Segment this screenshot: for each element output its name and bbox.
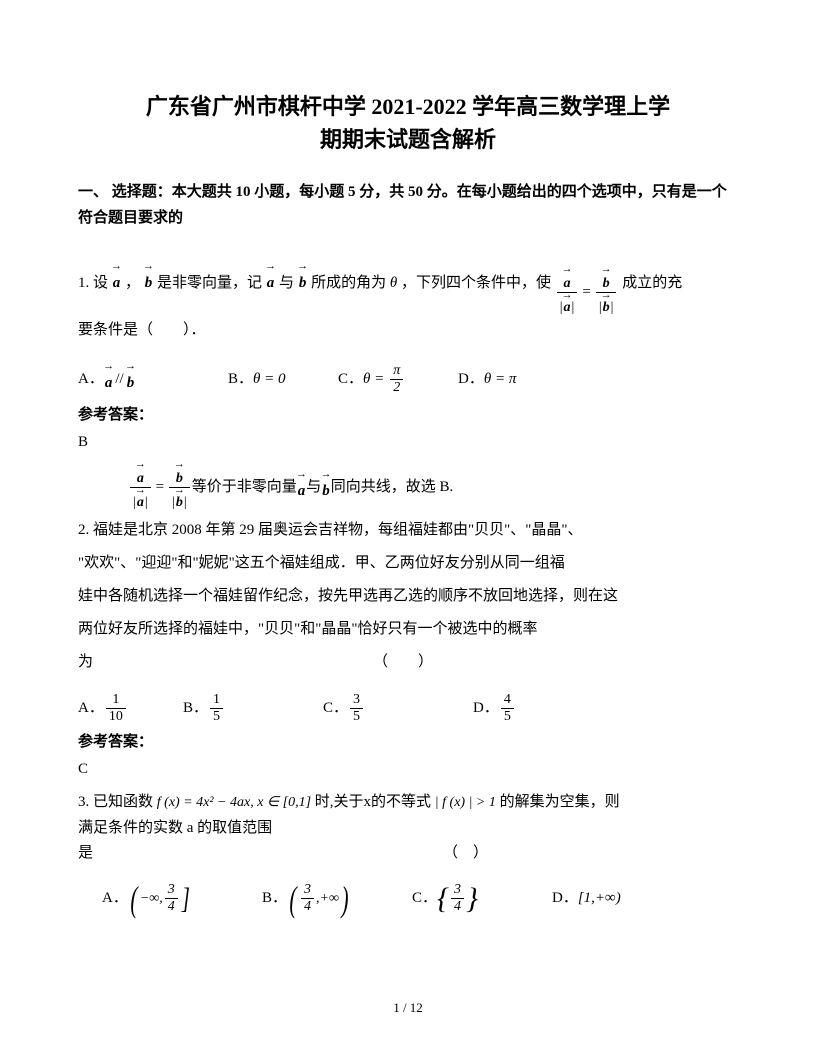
q1-text: 是非零向量，记 <box>157 275 262 291</box>
section-header: 一、 选择题：本大题共 10 小题，每小题 5 分，共 50 分。在每小题给出的… <box>78 180 738 231</box>
q1-option-c: C． θ =π2 <box>338 364 458 395</box>
vector-b-icon: b <box>322 467 330 506</box>
unit-vector-equation: a|a| = b|b| <box>555 268 619 315</box>
q1-options: A． a//b B． θ = 0 C． θ =π2 D． θ = π <box>78 361 738 397</box>
q3-line3-pre: 是 <box>78 841 93 867</box>
vector-a-icon: a <box>105 361 113 397</box>
q2-line3: 娃中各随机选择一个福娃留作纪念，按先甲选再乙选的顺序不放回地选择，则在这 <box>78 580 738 613</box>
q2-line5-paren: （ ） <box>373 646 433 679</box>
q3-pre: 3. 已知函数 <box>78 794 153 810</box>
q1-text: 所成的角为 <box>311 275 386 291</box>
q1-text: 1. 设 <box>78 275 108 291</box>
q1-text: 与 <box>279 275 294 291</box>
q3-mid1: 时,关于x的不等式 <box>315 794 431 810</box>
q2-line4: 两位好友所选择的福娃中，"贝贝"和"晶晶"恰好只有一个被选中的概率 <box>78 613 738 646</box>
page-footer: 1 / 12 <box>0 1000 816 1016</box>
q1-explanation: a|a| = b|b| 等价于非零向量 a 与 b 同向共线，故选 B. <box>78 463 738 510</box>
option-d-math: θ = π <box>484 366 517 393</box>
q2-option-b: B． 15 <box>183 693 323 724</box>
option-b-math: θ = 0 <box>253 366 286 393</box>
q2-option-a: A． 110 <box>78 693 183 724</box>
q2-answer: C <box>78 761 738 778</box>
q3-option-c: C． { 34 } <box>412 883 552 914</box>
title-line-1: 广东省广州市棋杆中学 2021-2022 学年高三数学理上学 <box>146 94 670 119</box>
q3-option-d: D． [1,+∞) <box>552 885 621 912</box>
q2-option-c: C． 35 <box>323 693 473 724</box>
q2-line1: 2. 福娃是北京 2008 年第 29 届奥运会吉祥物，每组福娃都由"贝贝"、"… <box>78 514 738 547</box>
q3-options: A． (−∞, 34 ] B． ( 34 ,+∞) C． { 34 } D． [… <box>78 881 738 917</box>
q3-fn: f (x) = 4x² − 4ax, x ∈ [0,1] <box>157 795 311 810</box>
page-title: 广东省广州市棋杆中学 2021-2022 学年高三数学理上学 期期末试题含解析 <box>78 90 738 156</box>
q1-answer: B <box>78 434 738 451</box>
q1-text: ，下列四个条件中，使 <box>401 275 551 291</box>
q2-answer-label: 参考答案： <box>78 730 738 751</box>
q1-option-d: D． θ = π <box>458 366 516 393</box>
vector-b-icon: b <box>127 361 135 397</box>
unit-vector-equation: a|a| = b|b| <box>128 463 192 510</box>
q3-line3-paren: （ ） <box>443 841 488 867</box>
q3-mid2: 的解集为空集，则 <box>500 794 620 810</box>
vector-b-icon: b <box>299 259 307 298</box>
vector-b-icon: b <box>145 259 153 298</box>
q2-options: A． 110 B． 15 C． 35 D． 45 <box>78 693 738 724</box>
q1-answer-label: 参考答案： <box>78 403 738 424</box>
explain-text: 等价于非零向量 <box>192 472 297 502</box>
question-3: 3. 已知函数 f (x) = 4x² − 4ax, x ∈ [0,1] 时,关… <box>78 790 738 867</box>
question-1: 1. 设 a ， b 是非零向量，记 a 与 b 所成的角为 θ ，下列四个条件… <box>78 259 738 345</box>
question-2: 2. 福娃是北京 2008 年第 29 届奥运会吉祥物，每组福娃都由"贝贝"、"… <box>78 514 738 679</box>
q3-option-a: A． (−∞, 34 ] <box>102 881 262 917</box>
explain-text: 与 <box>306 472 321 502</box>
q2-line2: "欢欢"、"迎迎"和"妮妮"这五个福娃组成．甲、乙两位好友分别从同一组福 <box>78 547 738 580</box>
explain-text: 同向共线，故选 B. <box>331 472 454 502</box>
q3-ineq: | f (x) | > 1 <box>435 795 496 810</box>
title-line-2: 期期末试题含解析 <box>320 127 496 152</box>
q1-text: 成立的充 <box>622 275 682 291</box>
q3-line2: 满足条件的实数 a 的取值范围 <box>78 820 272 836</box>
q2-line5-pre: 为 <box>78 646 93 679</box>
q2-option-d: D． 45 <box>473 693 516 724</box>
theta-icon: θ <box>390 275 397 291</box>
vector-a-icon: a <box>298 467 306 506</box>
vector-a-icon: a <box>113 259 121 298</box>
q1-option-a: A． a//b <box>78 361 228 397</box>
q1-text: ， <box>125 275 140 291</box>
vector-a-icon: a <box>267 259 275 298</box>
q1-line2: 要条件是（ ）． <box>78 322 206 338</box>
q3-option-b: B． ( 34 ,+∞) <box>262 881 412 917</box>
q1-option-b: B． θ = 0 <box>228 366 338 393</box>
